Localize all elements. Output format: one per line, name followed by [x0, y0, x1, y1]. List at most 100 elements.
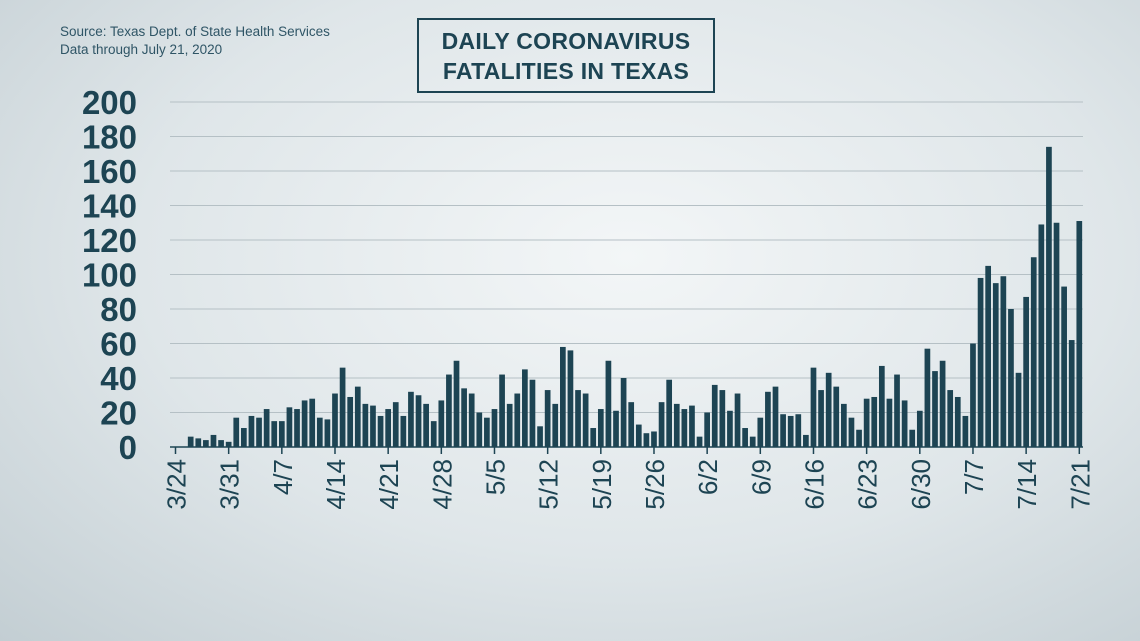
bar: [408, 391, 414, 447]
bar: [734, 393, 741, 447]
y-tick-label: 200: [82, 84, 137, 121]
bar: [385, 409, 392, 447]
bar: [1053, 222, 1060, 447]
bar: [514, 393, 521, 447]
bar: [263, 409, 270, 447]
bar: [453, 360, 460, 447]
y-tick-label: 40: [100, 360, 137, 397]
chart-title-line-1: DAILY CORONAVIRUS: [441, 27, 691, 54]
bar: [605, 360, 612, 447]
bar: [1038, 224, 1045, 447]
bar: [187, 436, 194, 447]
bar: [939, 360, 946, 447]
bar: [673, 403, 680, 448]
bar: [392, 402, 399, 447]
bar: [324, 419, 331, 447]
x-axis-ticks: 3/24 3/31 4/7 4/14 4/21 4/28 5/5 5/12 5/19 5/26 6/…: [162, 447, 1095, 510]
bar: [947, 390, 954, 447]
bar: [635, 424, 642, 447]
bar: [294, 409, 300, 447]
bar: [863, 398, 870, 447]
bar: [484, 417, 490, 447]
y-tick-label: 20: [100, 395, 137, 432]
bar: [218, 440, 224, 447]
bar: [1068, 340, 1075, 447]
bar: [772, 386, 779, 448]
bar: [1000, 276, 1007, 447]
bar: [810, 367, 817, 447]
bars: [187, 146, 1083, 448]
bar: [233, 417, 240, 447]
bar: [256, 417, 262, 447]
bar: [309, 398, 316, 447]
x-tick-label: 6/2: [693, 459, 723, 495]
bar: [795, 414, 802, 447]
y-tick-label: 80: [100, 291, 137, 328]
bar: [825, 372, 832, 447]
bar: [954, 396, 961, 447]
bar: [597, 409, 604, 447]
bar: [878, 365, 885, 447]
x-tick-label: 4/21: [374, 459, 404, 510]
bar: [916, 410, 923, 447]
bar: [248, 415, 255, 447]
bar: [924, 348, 931, 447]
bar: [1023, 296, 1029, 447]
x-tick-label: 5/26: [640, 459, 670, 510]
bar: [1008, 309, 1014, 447]
bar: [195, 438, 202, 448]
bar: [985, 265, 992, 448]
bar: [438, 400, 445, 447]
bar: [522, 369, 528, 448]
bar: [689, 405, 695, 447]
data-date-line: Data through July 21, 2020: [60, 42, 223, 57]
bar: [332, 393, 338, 447]
x-tick-label: 3/24: [162, 459, 192, 510]
bar: [992, 283, 999, 448]
bar: [894, 374, 900, 447]
bar: [856, 429, 862, 447]
bar: [354, 386, 361, 448]
bar: [970, 343, 976, 447]
bar: [727, 410, 733, 447]
y-tick-label: 120: [82, 222, 137, 259]
bar: [446, 374, 452, 447]
x-tick-label: 5/5: [480, 459, 510, 495]
bar: [575, 390, 581, 447]
bar: [1046, 146, 1052, 447]
y-tick-label: 100: [82, 257, 137, 294]
bar: [620, 378, 627, 447]
x-tick-label: 4/7: [268, 459, 298, 495]
bar: [400, 415, 407, 447]
bar: [742, 428, 748, 447]
y-tick-label: 0: [119, 429, 137, 466]
bar: [833, 386, 840, 448]
bar: [560, 346, 566, 447]
chart-title-line-2: FATALITIES IN TEXAS: [442, 57, 690, 84]
gridlines: [170, 101, 1083, 448]
bar: [787, 415, 794, 447]
chart-title: DAILY CORONAVIRUS FATALITIES IN TEXAS: [417, 18, 715, 93]
x-tick-label: 4/14: [321, 459, 351, 510]
bar: [681, 409, 688, 447]
x-tick-label: 7/14: [1012, 459, 1042, 510]
y-tick-label: 140: [82, 188, 137, 225]
bar: [757, 417, 764, 447]
x-tick-label: 4/28: [427, 459, 457, 510]
bar: [719, 390, 726, 447]
source-note: Source: Texas Dept. of State Health Serv…: [60, 23, 330, 59]
bar: [841, 403, 847, 448]
y-tick-label: 180: [82, 119, 137, 156]
bar: [203, 440, 209, 447]
x-tick-label: 3/31: [215, 459, 245, 510]
bar: [286, 407, 293, 447]
bar: [590, 428, 597, 447]
bar: [529, 379, 536, 447]
bar: [225, 441, 232, 447]
bar: [803, 434, 809, 447]
x-tick-label: 6/30: [906, 459, 936, 510]
bar: [696, 436, 703, 447]
bar: [848, 417, 855, 447]
bar: [628, 402, 635, 447]
